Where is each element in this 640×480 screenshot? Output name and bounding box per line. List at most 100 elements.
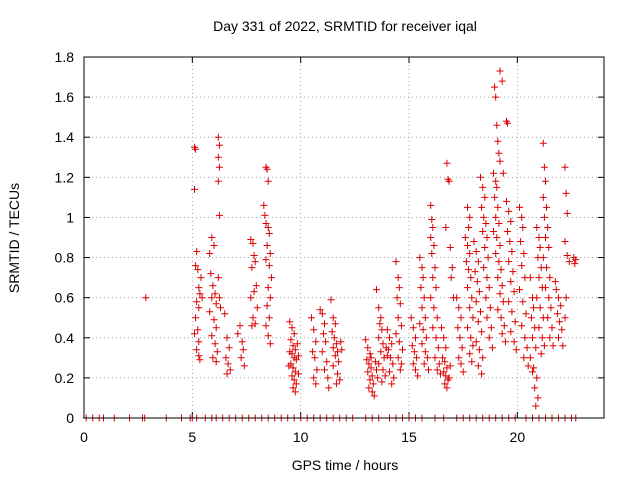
- data-point: [207, 270, 215, 278]
- data-point: [286, 318, 294, 326]
- y-axis-label: SRMTID / TECUs: [6, 183, 22, 293]
- data-point: [532, 344, 540, 352]
- data-point: [432, 284, 440, 292]
- data-point: [250, 252, 258, 259]
- data-point: [247, 294, 255, 302]
- data-point: [508, 308, 516, 316]
- data-point: [500, 322, 508, 330]
- data-point: [319, 330, 327, 338]
- data-point: [542, 234, 549, 241]
- data-point: [498, 330, 506, 338]
- data-point: [443, 159, 451, 167]
- data-point: [236, 322, 244, 330]
- data-point: [492, 213, 500, 221]
- data-point: [192, 145, 200, 153]
- data-point: [362, 336, 370, 344]
- data-point: [331, 320, 339, 328]
- data-point: [332, 380, 340, 388]
- data-point: [488, 344, 496, 352]
- data-point: [226, 366, 234, 374]
- data-point: [321, 320, 328, 328]
- data-point: [313, 366, 321, 374]
- data-point: [433, 314, 441, 322]
- data-point: [266, 340, 274, 348]
- data-point: [475, 346, 483, 354]
- data-point: [198, 294, 206, 302]
- data-point: [529, 334, 536, 342]
- data-point: [419, 326, 427, 334]
- data-point: [387, 354, 395, 362]
- data-point: [289, 384, 297, 392]
- data-point: [418, 340, 426, 348]
- data-point: [196, 356, 204, 364]
- data-point: [495, 220, 503, 227]
- data-point: [239, 346, 247, 354]
- data-point: [213, 348, 221, 356]
- data-point: [311, 354, 319, 362]
- data-point: [539, 139, 547, 147]
- data-point: [285, 362, 293, 370]
- data-point: [464, 203, 471, 211]
- data-point: [248, 322, 256, 330]
- data-point: [482, 220, 490, 227]
- data-point: [310, 374, 318, 382]
- data-point: [291, 388, 299, 396]
- data-point: [206, 250, 214, 257]
- data-point: [215, 211, 223, 219]
- data-point: [552, 286, 560, 294]
- y-tick-label: 1: [66, 209, 74, 225]
- data-point: [290, 330, 298, 338]
- data-point: [441, 358, 449, 366]
- data-point: [321, 366, 328, 374]
- data-point: [494, 274, 502, 282]
- data-point: [455, 304, 463, 312]
- data-point: [457, 360, 465, 368]
- y-tick-label: 1.2: [55, 169, 75, 185]
- axis-ticks: 0 0.2 0.4 0.6 0.8 1 1.2 1.4 1.6 1.8 0 5 10 15 20: [55, 49, 604, 445]
- y-tick-label: 0.2: [55, 370, 75, 386]
- data-point: [540, 213, 548, 221]
- data-point: [430, 242, 438, 249]
- grid-lines: [84, 57, 604, 418]
- data-point: [329, 362, 337, 370]
- data-point: [310, 326, 318, 334]
- data-point: [214, 177, 222, 185]
- data-point: [447, 274, 455, 282]
- data-point: [465, 224, 473, 231]
- data-point: [208, 234, 216, 241]
- data-point: [394, 274, 402, 282]
- data-point: [480, 264, 488, 272]
- data-point: [212, 358, 220, 366]
- data-point: [499, 169, 507, 177]
- data-point: [438, 324, 445, 332]
- data-point: [195, 304, 203, 312]
- data-point: [519, 224, 527, 231]
- data-point: [496, 67, 504, 75]
- data-point: [492, 177, 500, 185]
- data-point: [331, 352, 339, 360]
- data-point: [191, 185, 198, 193]
- data-point: [492, 93, 500, 101]
- data-point: [483, 234, 491, 241]
- data-point: [445, 374, 453, 382]
- data-point: [375, 304, 383, 312]
- data-point: [462, 258, 470, 266]
- data-point: [464, 324, 471, 332]
- data-point: [471, 268, 479, 276]
- data-point: [535, 274, 543, 282]
- data-point: [497, 266, 505, 274]
- data-point: [422, 334, 430, 342]
- data-point: [291, 346, 299, 354]
- data-point: [518, 262, 526, 270]
- data-point: [485, 334, 493, 342]
- data-point: [526, 354, 534, 362]
- data-point: [511, 318, 519, 326]
- data-point: [195, 338, 203, 346]
- data-point: [375, 360, 383, 368]
- data-point: [318, 310, 326, 318]
- data-point: [469, 342, 477, 350]
- data-point: [563, 209, 571, 217]
- data-point: [556, 318, 564, 326]
- data-point: [429, 324, 437, 332]
